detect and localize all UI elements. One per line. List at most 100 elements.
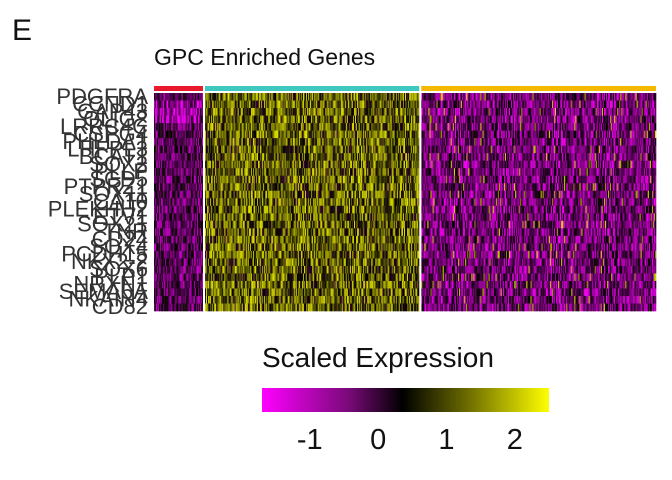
heatmap-cell <box>324 145 326 154</box>
heatmap-cell <box>211 288 213 297</box>
heatmap-cell <box>242 273 245 282</box>
heatmap-cell <box>218 288 220 297</box>
heatmap-cell <box>306 145 308 154</box>
heatmap-cell <box>193 213 196 222</box>
heatmap-cell <box>280 93 282 101</box>
heatmap-cell <box>271 108 273 116</box>
heatmap-cell <box>294 145 297 154</box>
heatmap-cell <box>248 250 251 259</box>
heatmap-cell <box>189 243 192 252</box>
heatmap-cell <box>253 190 256 199</box>
heatmap-cell <box>159 160 161 169</box>
heatmap-cell <box>154 138 156 146</box>
heatmap-cell <box>270 153 272 161</box>
heatmap-cell <box>297 258 300 267</box>
heatmap-cell <box>169 243 171 252</box>
heatmap-cell <box>300 303 303 312</box>
heatmap-cell <box>299 295 302 304</box>
heatmap-cell <box>250 220 253 229</box>
heatmap-cell <box>197 243 200 252</box>
heatmap-cell <box>181 168 183 176</box>
heatmap-cell <box>178 160 180 169</box>
heatmap-cell <box>218 123 220 131</box>
heatmap-cell <box>233 250 235 259</box>
heatmap-cell <box>274 288 276 297</box>
heatmap-cell <box>222 213 224 222</box>
heatmap-cell <box>156 108 158 116</box>
heatmap-cell <box>224 243 226 252</box>
heatmap-cell <box>299 280 302 289</box>
heatmap-cell <box>259 273 261 282</box>
heatmap-cell <box>222 205 224 214</box>
heatmap-cell <box>321 175 323 184</box>
heatmap-cell <box>162 175 164 184</box>
heatmap-cell <box>234 273 236 282</box>
heatmap-cell <box>265 213 267 222</box>
heatmap-cell <box>267 100 269 109</box>
heatmap-cell <box>209 303 211 312</box>
heatmap-cell <box>324 243 326 252</box>
heatmap-cell <box>280 100 282 109</box>
heatmap-cell <box>235 235 237 244</box>
heatmap-cell <box>214 213 216 222</box>
heatmap-cell <box>271 243 273 252</box>
heatmap-cell <box>218 190 220 199</box>
heatmap-cell <box>269 190 271 199</box>
heatmap-cell <box>280 228 282 237</box>
heatmap-cell <box>193 145 196 154</box>
heatmap-cell <box>249 243 252 252</box>
heatmap-cell <box>308 228 310 237</box>
heatmap-cell <box>261 235 263 244</box>
heatmap-cell <box>214 250 216 259</box>
heatmap-cell <box>272 93 274 101</box>
heatmap-cell <box>271 265 273 274</box>
heatmap-cell <box>244 123 247 131</box>
heatmap-cell <box>216 280 218 289</box>
heatmap-cell <box>267 153 269 161</box>
heatmap-cell <box>192 250 195 259</box>
heatmap-cell <box>286 250 288 259</box>
heatmap-cell <box>171 108 173 116</box>
heatmap-cell <box>251 243 254 252</box>
heatmap-cell <box>302 228 305 237</box>
heatmap-cell <box>295 130 298 139</box>
heatmap-cell <box>299 145 302 154</box>
heatmap-cell <box>195 168 198 176</box>
heatmap-cell <box>283 160 285 169</box>
heatmap-cell <box>194 145 197 154</box>
heatmap-cell <box>229 145 231 154</box>
heatmap-cell <box>236 205 238 214</box>
heatmap-cell <box>210 198 212 207</box>
heatmap-cell <box>226 295 228 304</box>
heatmap-cell <box>287 273 289 282</box>
heatmap-cell <box>196 265 199 274</box>
heatmap-cell <box>224 273 226 282</box>
heatmap-cell <box>308 213 310 222</box>
heatmap-cell <box>236 243 238 252</box>
heatmap-cell <box>263 228 265 237</box>
heatmap-cell <box>192 288 195 297</box>
heatmap-cell <box>224 220 226 229</box>
heatmap-cell <box>192 123 195 131</box>
heatmap-cell <box>200 280 203 289</box>
heatmap-cell <box>186 303 188 312</box>
heatmap-cell <box>213 183 215 192</box>
heatmap-cell <box>178 130 180 139</box>
heatmap-cell <box>253 213 256 222</box>
heatmap-cell <box>243 235 246 244</box>
heatmap-cell <box>316 198 318 207</box>
heatmap-cell <box>241 205 244 214</box>
heatmap-cell <box>236 220 238 229</box>
heatmap-cell <box>308 280 310 289</box>
heatmap-cell <box>251 183 254 192</box>
heatmap-cell <box>310 100 312 109</box>
heatmap-cell <box>273 205 275 214</box>
heatmap-cell <box>176 130 178 139</box>
heatmap-cell <box>168 243 170 252</box>
heatmap-cell <box>186 130 188 139</box>
heatmap-cell <box>222 160 224 169</box>
heatmap-cell <box>229 250 231 259</box>
heatmap-cell <box>187 295 189 304</box>
heatmap-cell <box>215 175 217 184</box>
heatmap-cell <box>200 220 203 229</box>
